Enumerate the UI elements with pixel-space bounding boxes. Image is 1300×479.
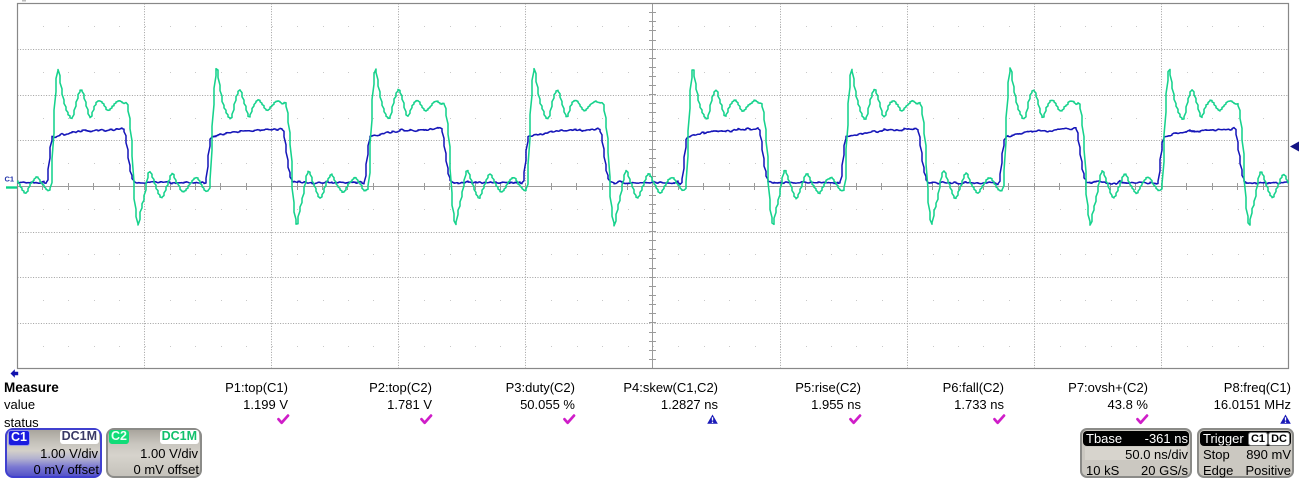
- svg-text:C1: C1: [5, 175, 15, 184]
